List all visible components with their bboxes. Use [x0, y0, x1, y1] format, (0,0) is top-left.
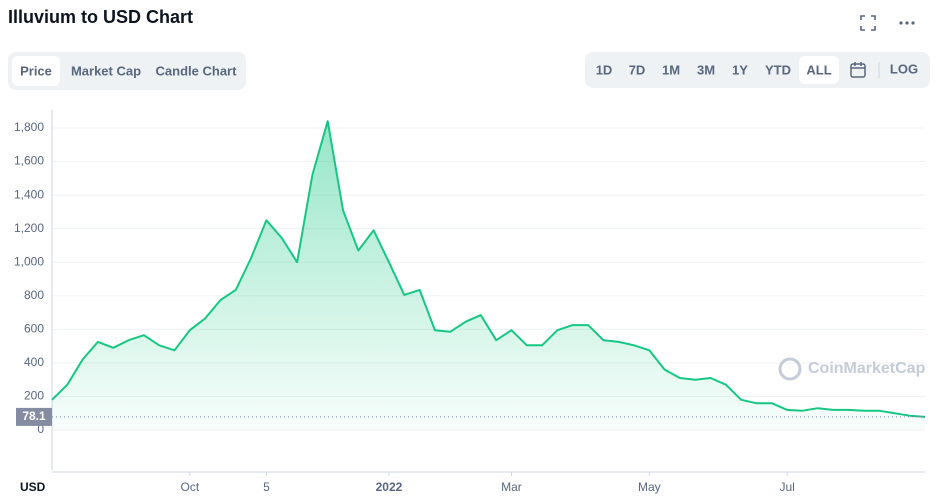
price-line — [51, 120, 926, 418]
tab-active-bg — [12, 56, 60, 86]
x-tick-label: Mar — [501, 480, 522, 494]
watermark-logo — [778, 357, 802, 381]
y-tick-label: 1,800 — [14, 120, 44, 134]
range-button[interactable]: 1D — [596, 62, 613, 77]
x-tick-label: Jul — [779, 480, 794, 494]
y-tick-label: 1,200 — [14, 221, 44, 235]
watermark: CoinMarketCap — [808, 360, 926, 377]
y-tick-label: 1,600 — [14, 154, 44, 168]
calendar-icon[interactable] — [850, 62, 866, 78]
y-tick-label: 0 — [37, 422, 44, 436]
x-tick-label: Oct — [181, 480, 200, 494]
x-tick-label: May — [638, 480, 661, 494]
range-button[interactable]: YTD — [765, 62, 791, 77]
tab-group — [8, 52, 246, 90]
current-price-tag — [16, 407, 52, 426]
y-tick-label: 800 — [24, 288, 44, 302]
current-price-label: 78.1 — [22, 409, 46, 423]
range-button[interactable]: ALL — [806, 62, 831, 77]
x-tick-label: 5 — [263, 480, 270, 494]
range-active-bg — [799, 56, 839, 84]
y-tick-label: 600 — [24, 321, 44, 335]
currency-label: USD — [20, 480, 46, 494]
y-tick-label: 1,400 — [14, 187, 44, 201]
area — [52, 121, 925, 430]
fullscreen-icon[interactable] — [860, 15, 876, 31]
y-tick-label: 200 — [24, 389, 44, 403]
range-button[interactable]: 1M — [662, 62, 680, 77]
chart-title: Illuvium to USD Chart — [8, 7, 193, 27]
range-button[interactable]: 1Y — [732, 62, 748, 77]
y-tick-label: 400 — [24, 355, 44, 369]
plot: 0 200 400 600 800 1,000 1,200 1,400 1,600 1,800 Co… — [14, 109, 926, 494]
x-tick-label: 2022 — [376, 480, 403, 494]
y-tick-label: 1,000 — [14, 254, 44, 268]
more-icon[interactable] — [899, 21, 915, 25]
tab[interactable]: Price — [20, 63, 52, 78]
tab[interactable]: Market Cap — [71, 63, 141, 78]
range-group — [585, 52, 930, 88]
tab[interactable]: Candle Chart — [156, 63, 238, 78]
log-button[interactable]: LOG — [890, 61, 918, 76]
range-button[interactable]: 3M — [697, 62, 715, 77]
range-button[interactable]: 7D — [629, 62, 646, 77]
